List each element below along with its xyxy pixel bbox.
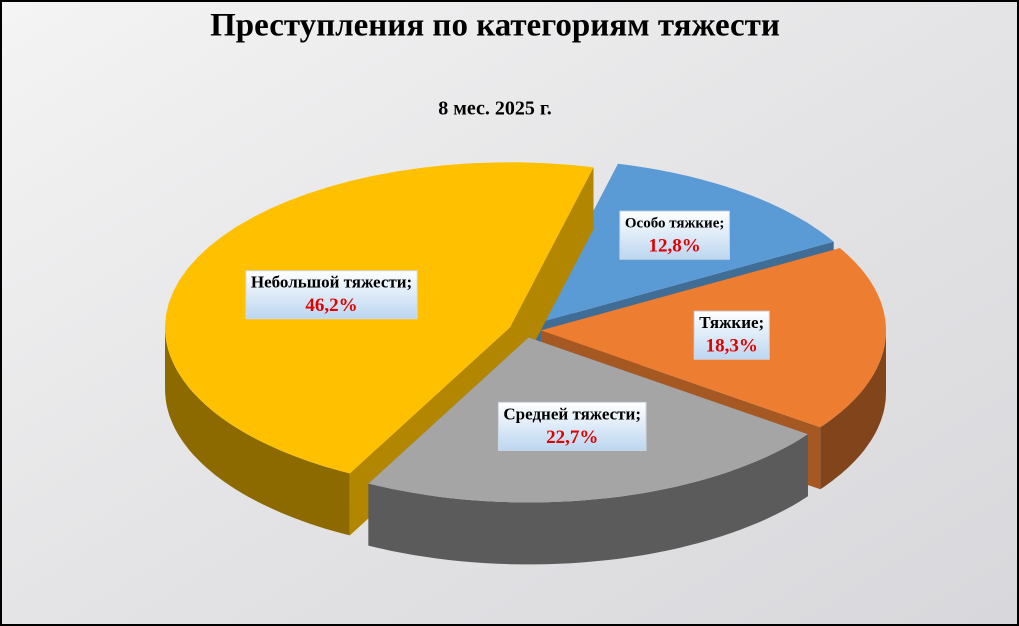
labels: Особо тяжкие; 12,8% Тяжкие; 18,3% Средней тя… bbox=[245, 210, 770, 451]
category-label: Особо тяжкие; bbox=[625, 216, 724, 232]
label-box bbox=[693, 310, 770, 360]
value-label: 22,7% bbox=[546, 427, 598, 448]
value-label: 18,3% bbox=[706, 336, 758, 357]
category-label: Средней тяжести; bbox=[503, 404, 641, 423]
label-box bbox=[245, 270, 418, 320]
category-label: Тяжкие; bbox=[699, 313, 764, 332]
chart-title: Преступления по категориям тяжести bbox=[210, 8, 780, 44]
category-label: Небольшой тяжести; bbox=[251, 273, 412, 292]
value-label: 46,2% bbox=[305, 295, 357, 316]
slice-wall bbox=[368, 434, 808, 565]
data-label: Средней тяжести; 22,7% bbox=[497, 401, 647, 451]
data-label: Тяжкие; 18,3% bbox=[693, 310, 770, 360]
pie bbox=[165, 162, 886, 565]
value-label: 12,8% bbox=[649, 236, 701, 257]
slice-wall bbox=[820, 330, 886, 490]
data-label: Особо тяжкие; 12,8% bbox=[619, 210, 730, 260]
slice-side bbox=[510, 167, 594, 390]
slice-wall bbox=[165, 327, 350, 536]
data-label: Небольшой тяжести; 46,2% bbox=[245, 270, 418, 320]
label-box bbox=[497, 401, 647, 451]
label-box bbox=[619, 210, 730, 260]
chart-subtitle: 8 мес. 2025 г. bbox=[438, 98, 551, 120]
